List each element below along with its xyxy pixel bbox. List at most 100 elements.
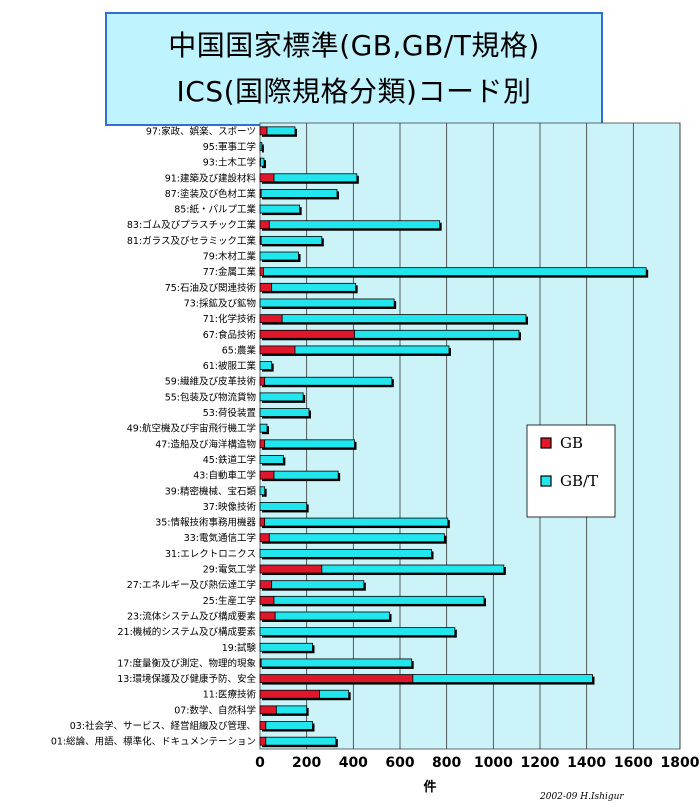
x-axis-label: 件 bbox=[423, 779, 436, 795]
y-category-label: 87:塗装及び色材工業 bbox=[165, 188, 257, 200]
y-category-label: 43:自動車工学 bbox=[193, 470, 256, 482]
y-category-label: 29:電気工学 bbox=[203, 564, 256, 576]
y-category-label: 11:医療技術 bbox=[203, 689, 257, 701]
bar-gbt bbox=[259, 251, 299, 261]
x-tick-label: 0 bbox=[255, 755, 265, 771]
bar-gbt bbox=[259, 486, 266, 496]
bar-gb bbox=[259, 721, 267, 730]
bar-gb bbox=[259, 470, 275, 480]
y-category-label: 73:採鉱及び鉱物 bbox=[184, 297, 257, 309]
bar-gbt bbox=[268, 533, 445, 543]
y-category-label: 95:軍事工学 bbox=[203, 141, 256, 153]
y-category-label: 07:数学、自然科学 bbox=[174, 704, 256, 716]
bar-gbt bbox=[264, 517, 449, 527]
x-tick-label: 1600 bbox=[614, 755, 653, 771]
y-category-label: 19:試験 bbox=[222, 642, 257, 654]
plot-area bbox=[259, 122, 681, 750]
y-category-label: 01:総論、用語、標準化、ドキュメンテーション bbox=[51, 736, 256, 748]
bar-gbt bbox=[271, 580, 365, 590]
bar-gbt bbox=[281, 314, 527, 324]
bar-gbt bbox=[260, 157, 265, 167]
bar-gbt bbox=[412, 674, 593, 683]
bar-gbt bbox=[260, 189, 338, 198]
legend-label-gb: GB bbox=[560, 434, 583, 452]
bar-gb bbox=[259, 736, 267, 746]
y-category-label: 21:機械的システム及び構成要素 bbox=[117, 626, 256, 638]
bar-gb bbox=[259, 595, 275, 605]
bar-gbt bbox=[259, 392, 304, 402]
y-category-label: 37:映像技術 bbox=[203, 501, 257, 513]
bar-gbt bbox=[260, 235, 323, 245]
bar-gbt bbox=[268, 220, 441, 230]
x-tick-label: 400 bbox=[339, 755, 368, 771]
bar-gb bbox=[259, 674, 414, 683]
bar-gbt bbox=[260, 658, 413, 668]
credit-text: 2002-09 H.Ishigur bbox=[540, 792, 624, 802]
bar-gbt bbox=[319, 689, 350, 699]
bar-gb bbox=[259, 267, 264, 277]
y-category-label: 25:生産工学 bbox=[203, 595, 256, 607]
bar-gb bbox=[259, 580, 273, 590]
bar-gbt bbox=[275, 705, 308, 715]
bar-gb bbox=[259, 282, 273, 292]
y-category-label: 53:荷役装置 bbox=[203, 407, 256, 419]
bar-gbt bbox=[294, 345, 450, 355]
y-category-label: 67:食品技術 bbox=[203, 329, 257, 341]
bar-gbt bbox=[259, 423, 268, 433]
y-category-label: 17:度量衡及び測定、物理的現象 bbox=[117, 657, 256, 669]
y-category-label: 23:流体システム及び構成要素 bbox=[127, 610, 257, 622]
y-category-label: 77:金属工業 bbox=[203, 266, 257, 278]
y-category-label: 55:包装及び物流貨物 bbox=[165, 391, 257, 403]
y-category-label: 83:ゴム及びプラスチック工業 bbox=[127, 219, 257, 231]
legend-swatch-gbt bbox=[540, 475, 552, 487]
y-category-label: 71:化学技術 bbox=[203, 313, 257, 325]
y-category-label: 03:社会学、サービス、経営組織及び管理、 bbox=[70, 720, 256, 732]
bar-gb bbox=[259, 689, 320, 699]
bar-gb bbox=[259, 314, 283, 324]
bar-gbt bbox=[264, 439, 355, 449]
y-category-label: 75:石油及び関連技術 bbox=[165, 282, 257, 294]
chart-title-line1: 中国国家標準(GB,GB/T規格) bbox=[168, 29, 540, 62]
bar-gbt bbox=[354, 329, 520, 339]
bar-gb bbox=[259, 439, 266, 449]
y-category-label: 91:建築及び建設材料 bbox=[165, 172, 257, 184]
y-category-label: 31:エレクトロニクス bbox=[165, 549, 256, 560]
bar-gb bbox=[259, 533, 270, 543]
bar-gbt bbox=[259, 298, 395, 308]
bar-gb bbox=[259, 564, 323, 574]
bar-gb bbox=[259, 173, 275, 183]
y-category-label: 59:繊維及び皮革技術 bbox=[165, 376, 257, 388]
bar-gb bbox=[259, 220, 270, 230]
x-tick-label: 1200 bbox=[521, 755, 560, 771]
y-category-label: 33:電気通信工学 bbox=[184, 532, 256, 544]
y-category-label: 47:造船及び海洋構造物 bbox=[155, 438, 256, 450]
y-category-label: 45:鉄道工学 bbox=[203, 454, 256, 466]
bar-gbt bbox=[259, 204, 301, 214]
bar-gbt bbox=[265, 736, 337, 746]
bar-gbt bbox=[264, 376, 393, 386]
bar-gbt bbox=[259, 142, 263, 151]
y-category-label: 39:精密機械、宝石類 bbox=[165, 485, 257, 497]
bar-gb bbox=[259, 705, 277, 715]
legend: GB GB/T bbox=[526, 424, 616, 518]
bar-gb bbox=[259, 345, 296, 355]
x-tick-label: 1400 bbox=[567, 755, 606, 771]
y-category-label: 79:木材工業 bbox=[203, 251, 257, 263]
bar-gbt bbox=[273, 173, 358, 183]
bar-gbt bbox=[274, 611, 390, 621]
x-tick-label: 800 bbox=[432, 755, 461, 771]
y-category-label: 85:紙・パルプ工業 bbox=[174, 204, 256, 216]
bar-gbt bbox=[271, 282, 357, 292]
bar-gbt bbox=[266, 126, 296, 136]
bar-gbt bbox=[259, 502, 308, 511]
bar-gbt bbox=[259, 627, 456, 637]
legend-swatch-gb bbox=[540, 437, 552, 449]
bar-gbt bbox=[259, 642, 313, 652]
y-category-label: 49:航空機及び宇宙飛行機工学 bbox=[127, 423, 256, 435]
bar-gbt bbox=[321, 564, 505, 574]
x-tick-label: 600 bbox=[385, 755, 414, 771]
bar-gbt bbox=[263, 267, 647, 277]
y-category-label: 93:土木工学 bbox=[203, 157, 256, 169]
bar-gb bbox=[259, 517, 266, 527]
